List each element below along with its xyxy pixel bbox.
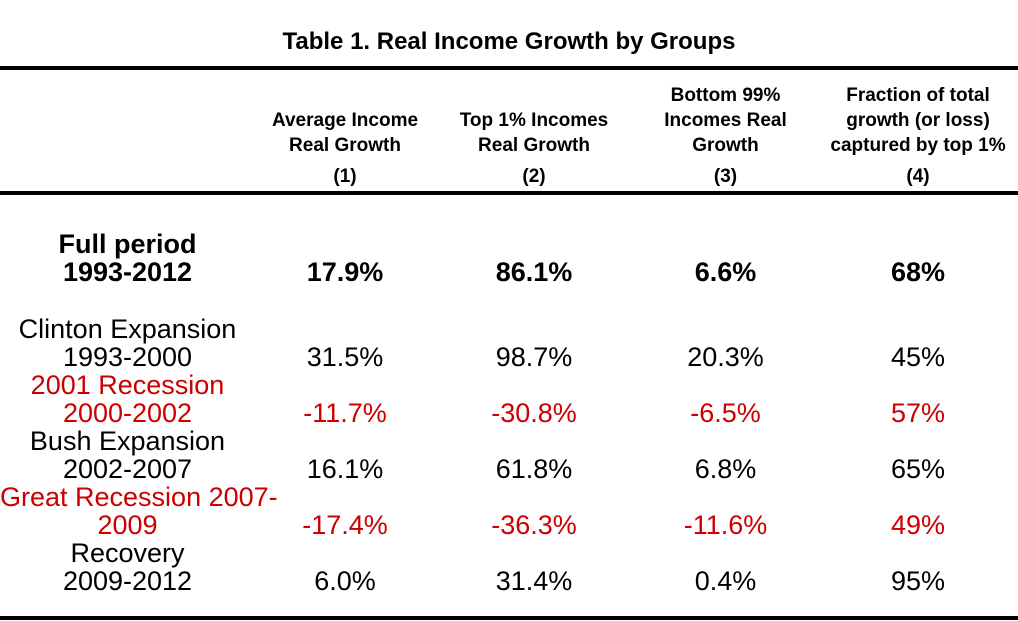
header-col-top1-incomes: Top 1% Incomes Real Growth (2) <box>435 70 633 191</box>
row-years-recovery: 2009-2012 <box>62 566 193 596</box>
table-row: Recovery <box>0 539 1018 567</box>
empty-cell <box>435 371 633 399</box>
empty-cell <box>633 539 818 567</box>
value-fraction-top1: 68% <box>890 257 946 287</box>
empty-cell <box>255 371 435 399</box>
row-years-full-period: 1993-2012 <box>62 257 193 287</box>
empty-cell <box>633 483 818 511</box>
header-col-bottom99-incomes: Bottom 99% Incomes Real Growth (3) <box>633 70 818 191</box>
header-num-3: (3) <box>713 166 738 187</box>
value-avg-growth: -11.7% <box>303 398 387 428</box>
empty-cell <box>435 315 633 343</box>
row-label-2001-recession: 2001 Recession <box>30 370 225 400</box>
empty-cell <box>818 371 1018 399</box>
empty-cell <box>0 286 1018 315</box>
empty-cell <box>435 230 633 258</box>
row-label-bush-expansion: Bush Expansion <box>29 426 226 456</box>
empty-cell <box>633 315 818 343</box>
empty-cell <box>255 427 435 455</box>
header-num-1: (1) <box>333 166 357 187</box>
row-label-full-period: Full period <box>58 229 197 259</box>
empty-cell <box>818 483 1018 511</box>
value-avg-growth: 6.0% <box>314 566 376 596</box>
empty-cell <box>818 315 1018 343</box>
header-col-average-income: Average Income Real Growth (1) <box>255 70 435 191</box>
table-row: 2001 Recession <box>0 371 1018 399</box>
header-empty-cell <box>0 70 255 191</box>
row-years-2001-recession: 2000-2002 <box>62 398 193 428</box>
value-top1-growth: 86.1% <box>495 257 573 287</box>
value-top1-growth: 98.7% <box>495 342 573 372</box>
header-text-top1-incomes: Top 1% Incomes Real Growth <box>459 110 609 156</box>
value-fraction-top1: 49% <box>890 510 946 540</box>
value-avg-growth: -17.4% <box>302 510 388 540</box>
row-label-great-recession: Great Recession 2007- <box>0 482 278 512</box>
header-text-bottom99-incomes: Bottom 99% Incomes Real Growth <box>664 85 787 156</box>
empty-cell <box>633 371 818 399</box>
row-label-recovery: Recovery <box>70 538 185 568</box>
value-bottom99-growth: 0.4% <box>694 566 757 596</box>
empty-cell <box>255 230 435 258</box>
value-fraction-top1: 57% <box>890 398 946 428</box>
value-fraction-top1: 95% <box>890 566 946 596</box>
row-label-clinton-expansion: Clinton Expansion <box>18 314 237 344</box>
value-avg-growth: 31.5% <box>306 342 384 372</box>
top-rule <box>0 66 1018 70</box>
value-bottom99-growth: 6.6% <box>694 257 757 287</box>
empty-cell <box>818 427 1018 455</box>
value-bottom99-growth: -6.5% <box>690 398 761 428</box>
value-fraction-top1: 65% <box>890 454 946 484</box>
value-top1-growth: -36.3% <box>491 510 577 540</box>
spacer-row <box>0 286 1018 315</box>
table-title: Table 1. Real Income Growth by Groups <box>282 28 736 55</box>
empty-cell <box>255 483 435 511</box>
table-row: Clinton Expansion <box>0 315 1018 343</box>
empty-cell <box>435 539 633 567</box>
empty-cell <box>255 539 435 567</box>
table-row: Bush Expansion <box>0 427 1018 455</box>
empty-cell <box>435 483 633 511</box>
value-bottom99-growth: 6.8% <box>694 454 757 484</box>
header-rule <box>0 191 1018 195</box>
table-row: 1993-2012 17.9% 86.1% 6.6% 68% <box>0 258 1018 286</box>
row-years-bush-expansion: 2002-2007 <box>62 454 193 484</box>
value-top1-growth: -30.8% <box>491 398 577 428</box>
empty-cell <box>255 315 435 343</box>
table-row: Full period <box>0 230 1018 258</box>
value-bottom99-growth: 20.3% <box>687 342 764 372</box>
table-row: 2002-2007 16.1% 61.8% 6.8% 65% <box>0 455 1018 483</box>
empty-cell <box>633 230 818 258</box>
value-bottom99-growth: -11.6% <box>683 510 768 540</box>
header-row: Average Income Real Growth (1) Top 1% In… <box>0 70 1018 191</box>
table-row: 2000-2002 -11.7% -30.8% -6.5% 57% <box>0 399 1018 427</box>
table-row: Great Recession 2007- <box>0 483 1018 511</box>
value-top1-growth: 31.4% <box>495 566 573 596</box>
value-top1-growth: 61.8% <box>495 454 573 484</box>
value-fraction-top1: 45% <box>890 342 946 372</box>
table-row: 2009 -17.4% -36.3% -11.6% 49% <box>0 511 1018 539</box>
header-num-2: (2) <box>522 166 546 187</box>
header-num-4: (4) <box>906 166 930 187</box>
value-avg-growth: 16.1% <box>306 454 384 484</box>
header-col-fraction-top1: Fraction of total growth (or loss) captu… <box>818 70 1018 191</box>
row-years-great-recession: 2009 <box>97 510 158 540</box>
bottom-rule <box>0 616 1018 620</box>
header-text-fraction-top1: Fraction of total growth (or loss) captu… <box>830 85 1006 156</box>
empty-cell <box>633 427 818 455</box>
header-text-average-income: Average Income Real Growth <box>271 110 419 156</box>
table-row: 2009-2012 6.0% 31.4% 0.4% 95% <box>0 567 1018 595</box>
empty-cell <box>818 539 1018 567</box>
empty-cell <box>818 230 1018 258</box>
empty-cell <box>435 427 633 455</box>
table-row: 1993-2000 31.5% 98.7% 20.3% 45% <box>0 343 1018 371</box>
row-years-clinton-expansion: 1993-2000 <box>62 342 193 372</box>
value-avg-growth: 17.9% <box>306 257 384 287</box>
income-growth-table: Full period 1993-2012 17.9% 86.1% 6.6% 6… <box>0 230 1018 595</box>
